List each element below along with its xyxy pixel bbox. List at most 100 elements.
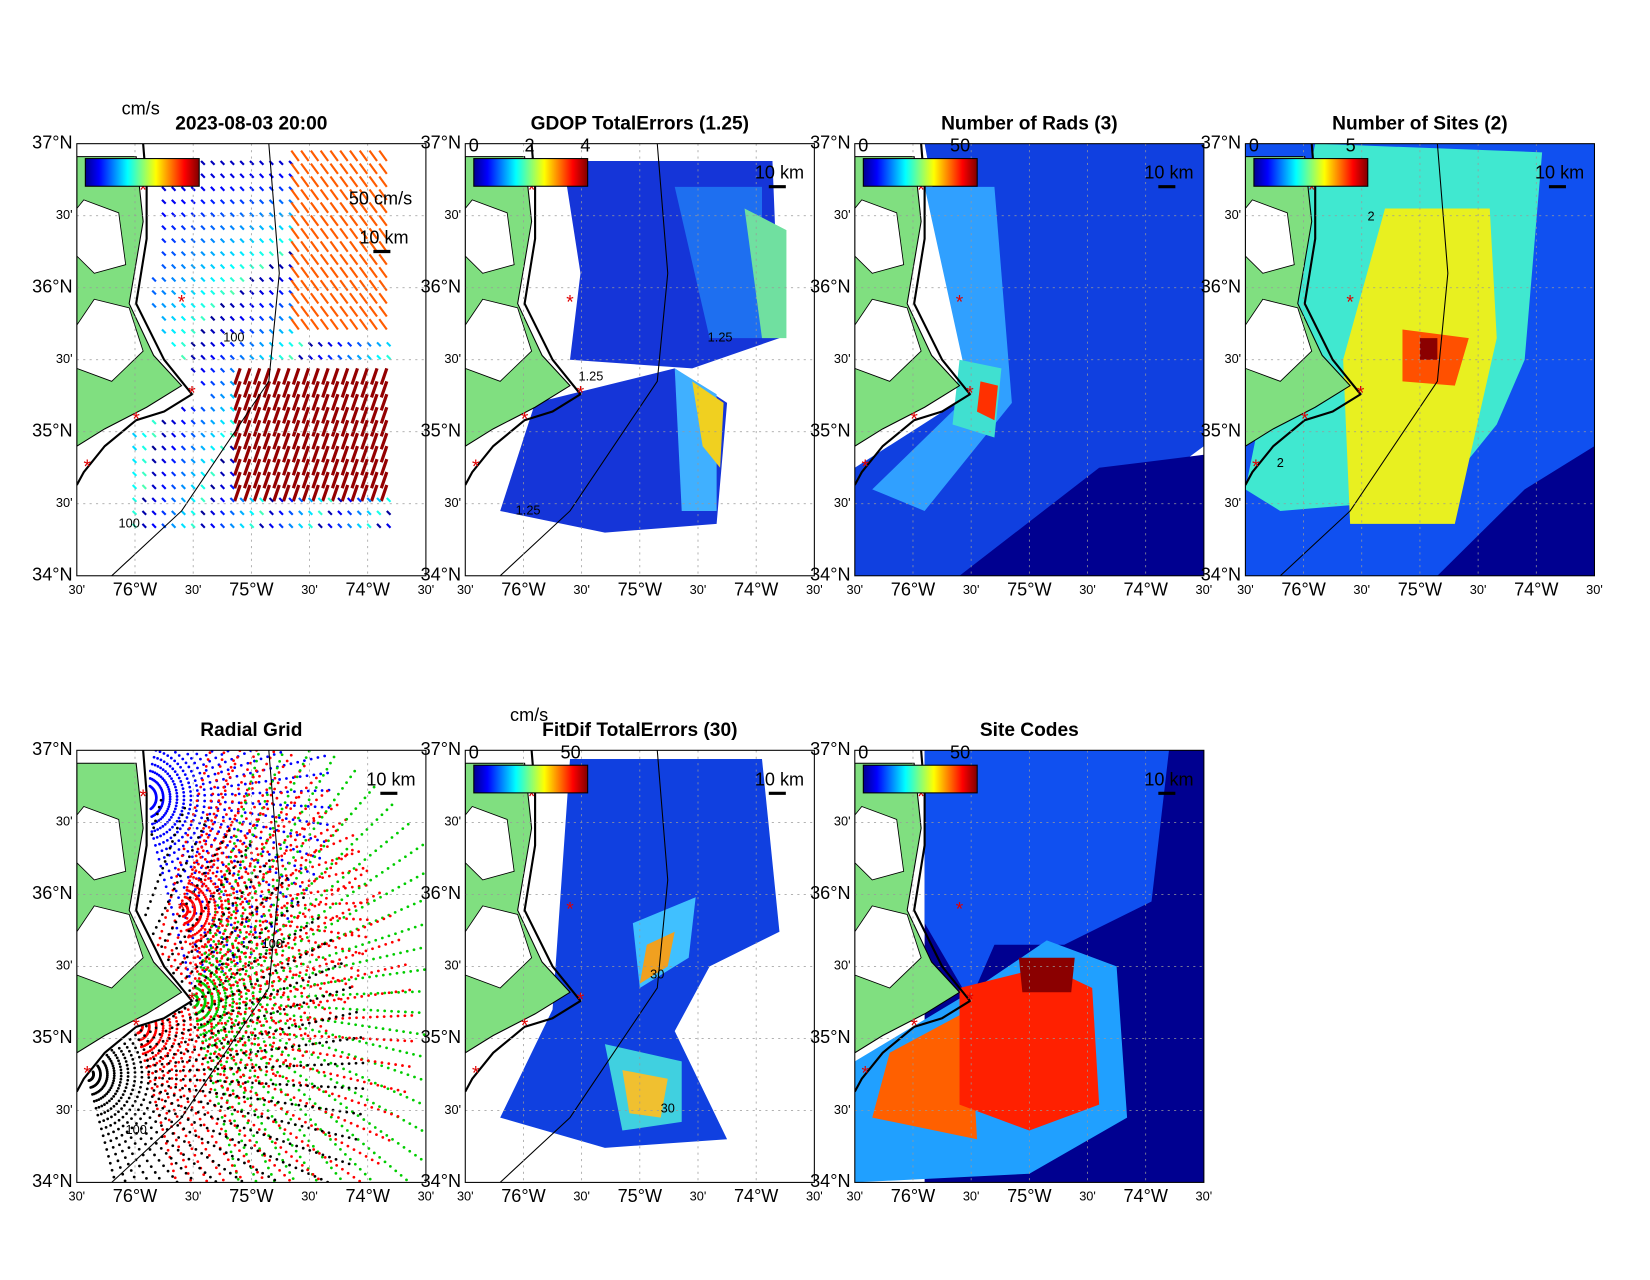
- radial-grid-point: [405, 1178, 408, 1181]
- radial-grid-point: [298, 1007, 301, 1010]
- radial-grid-point: [285, 944, 288, 947]
- radial-grid-point: [205, 769, 208, 772]
- radial-grid-point: [256, 1171, 259, 1174]
- radial-grid-point: [195, 784, 198, 787]
- radial-grid-point: [225, 813, 228, 816]
- radial-grid-point: [221, 924, 224, 927]
- radial-grid-point: [177, 839, 180, 842]
- radial-grid-point: [174, 1061, 177, 1064]
- current-vector: [230, 226, 234, 230]
- radial-grid-point: [279, 1020, 282, 1023]
- radial-grid-point: [163, 1066, 166, 1069]
- radial-grid-point: [200, 846, 203, 849]
- radial-grid-point: [189, 943, 192, 946]
- radial-grid-point: [294, 1123, 297, 1126]
- radial-grid-point: [164, 946, 167, 949]
- radial-grid-point: [89, 1086, 92, 1089]
- radial-grid-point: [290, 788, 293, 791]
- current-vector: [201, 213, 205, 217]
- radial-grid-point: [167, 1170, 170, 1173]
- radial-grid-point: [224, 980, 227, 983]
- radial-grid-point: [204, 907, 207, 910]
- radial-grid-point: [195, 1089, 198, 1092]
- radial-grid-point: [225, 943, 228, 946]
- radial-grid-point: [220, 793, 223, 796]
- radial-grid-point: [415, 1126, 418, 1129]
- radial-grid-point: [376, 818, 379, 821]
- radial-grid-point: [114, 1113, 117, 1116]
- radial-grid-point: [294, 995, 297, 998]
- radial-grid-point: [419, 1055, 422, 1058]
- current-vector: [330, 319, 338, 329]
- radial-grid-point: [98, 1121, 101, 1124]
- radial-grid-point: [220, 936, 223, 939]
- radial-grid-point: [364, 858, 367, 861]
- radial-grid-point: [293, 1019, 296, 1022]
- radial-grid-point: [119, 1065, 122, 1068]
- radial-grid-point: [210, 819, 213, 822]
- radial-grid-point: [294, 930, 297, 933]
- radial-grid-point: [350, 1122, 353, 1125]
- radial-grid-point: [213, 901, 216, 904]
- current-vector: [260, 304, 264, 308]
- radial-grid-point: [126, 1100, 129, 1103]
- current-vector: [221, 252, 225, 256]
- radial-grid-point: [272, 980, 275, 983]
- current-vector: [340, 190, 348, 200]
- radial-grid-point: [222, 932, 225, 935]
- radial-grid-point: [304, 1113, 307, 1116]
- radial-grid-point: [311, 953, 314, 956]
- radial-grid-point: [210, 880, 213, 883]
- radial-grid-point: [293, 823, 296, 826]
- radial-grid-point: [315, 1042, 318, 1045]
- radial-grid-point: [336, 1074, 339, 1077]
- radial-grid-point: [362, 1118, 365, 1121]
- radial-grid-point: [174, 1034, 177, 1037]
- radial-grid-point: [361, 906, 364, 909]
- current-vector: [260, 342, 264, 346]
- radial-grid-point: [168, 803, 171, 806]
- radial-grid-point: [265, 842, 268, 845]
- radial-grid-point: [187, 1118, 190, 1121]
- radial-grid-point: [214, 1034, 217, 1037]
- radial-grid-point: [245, 936, 248, 939]
- site-marker: *: [862, 457, 870, 478]
- radial-grid-point: [280, 1107, 283, 1110]
- radial-grid-point: [153, 1089, 156, 1092]
- radial-grid-point: [117, 1059, 120, 1062]
- current-vector: [350, 164, 358, 174]
- radial-grid-point: [298, 911, 301, 914]
- radial-grid-point: [140, 1066, 143, 1069]
- radial-grid-point: [205, 968, 208, 971]
- radial-grid-point: [229, 1172, 232, 1175]
- radial-grid-point: [190, 866, 193, 869]
- radial-grid-point: [303, 1161, 306, 1164]
- current-vector: [230, 472, 234, 476]
- radial-grid-point: [296, 926, 299, 929]
- radial-grid-point: [290, 829, 293, 832]
- radial-grid-point: [207, 908, 210, 911]
- radial-grid-point: [187, 766, 190, 769]
- radial-grid-point: [137, 1038, 140, 1041]
- current-vector: [152, 291, 156, 295]
- radial-grid-point: [168, 1070, 171, 1073]
- radial-grid-point: [310, 985, 313, 988]
- radial-grid-point: [361, 977, 364, 980]
- radial-grid-point: [218, 1048, 221, 1051]
- radial-grid-point: [286, 902, 289, 905]
- radial-grid-point: [227, 963, 230, 966]
- current-vector: [311, 267, 319, 277]
- radial-grid-point: [354, 877, 357, 880]
- radial-grid-point: [340, 1141, 343, 1144]
- radial-grid-point: [204, 843, 207, 846]
- radial-grid-point: [213, 924, 216, 927]
- radial-grid-point: [180, 1057, 183, 1060]
- panel-title: Number of Rads (3): [941, 114, 1118, 135]
- radial-grid-point: [364, 883, 367, 886]
- radial-grid-point: [206, 982, 209, 985]
- radial-grid-point: [224, 1004, 227, 1007]
- radial-grid-point: [308, 1040, 311, 1043]
- radial-grid-point: [220, 1063, 223, 1066]
- radial-grid-point: [158, 1076, 161, 1079]
- radial-grid-point: [301, 995, 304, 998]
